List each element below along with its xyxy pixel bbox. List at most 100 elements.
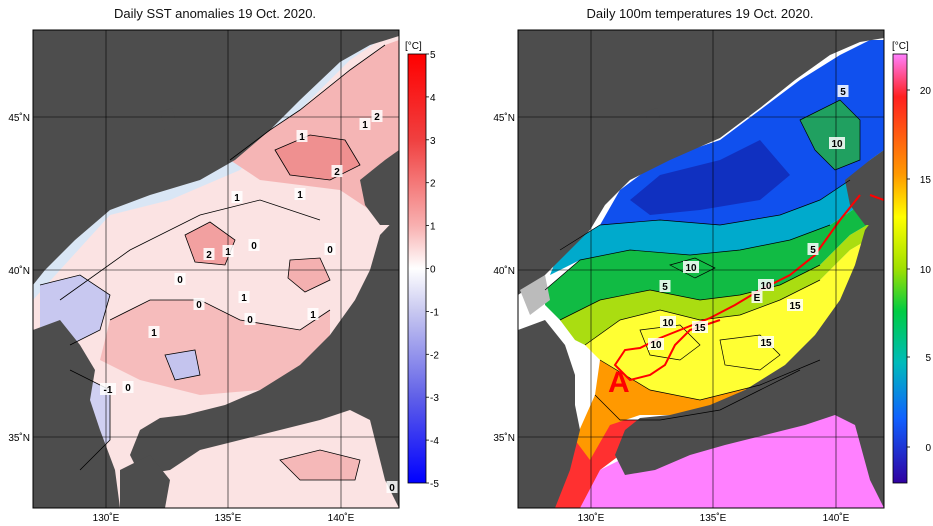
left-contour-label-bg xyxy=(359,118,371,130)
right-lon-label: 135˚E xyxy=(700,512,727,524)
right-contour-label-bg xyxy=(683,261,699,273)
left-land-asia xyxy=(33,30,399,285)
left-colorbar-label: 0 xyxy=(430,265,436,276)
right-contour-label-bg xyxy=(758,279,774,291)
right-contour-label: 10 xyxy=(831,139,843,150)
left-contour-label-bg xyxy=(174,273,186,285)
right-contour-label-bg xyxy=(692,321,708,333)
left-contour-label-bg xyxy=(371,110,383,122)
right-contour-label-bg xyxy=(807,243,819,255)
left-contour-label-bg xyxy=(244,313,256,325)
right-contour-label: E xyxy=(754,293,761,304)
left-negative-anomaly-center xyxy=(165,350,200,380)
left-land-sakhalin-island xyxy=(160,108,176,130)
left-contour-label-bg xyxy=(294,188,306,200)
right-lon-label: 140˚E xyxy=(823,512,850,524)
left-colorbar-label: -4 xyxy=(430,436,439,447)
right-colorbar-label: 20 xyxy=(920,86,932,97)
right-lat-label: 45˚N xyxy=(493,112,515,124)
left-colorbar-unit: [°C] xyxy=(405,41,422,52)
right-colorbar-label: 0 xyxy=(925,443,931,454)
left-contour-label: 1 xyxy=(151,328,157,339)
left-land-kyushu xyxy=(120,455,170,508)
left-contour-label-bg xyxy=(248,239,260,251)
left-colorbar-ticks: 5 4 3 2 1 0 -1 -2 -3 -4 -5 xyxy=(426,50,439,490)
right-land-korea xyxy=(518,320,580,508)
left-contours xyxy=(39,44,386,481)
left-lon-label: 135˚E xyxy=(215,512,242,524)
left-contour-label-bg xyxy=(203,248,215,260)
left-map-title: Daily SST anomalies 19 Oct. 2020. xyxy=(113,6,317,21)
left-contour-label-bg xyxy=(222,245,234,257)
left-contour-label-bg xyxy=(193,298,205,310)
right-green-zone xyxy=(545,195,884,320)
left-colorbar-label: -1 xyxy=(430,307,439,318)
left-contour-label-bg xyxy=(100,383,116,395)
right-lightgreen-zone xyxy=(560,215,884,345)
left-colorbar-label: 1 xyxy=(430,222,436,233)
left-axis-labels: 45˚N 40˚N 35˚N 130˚E 135˚E 140˚E xyxy=(8,112,354,524)
left-contour-label: 1 xyxy=(225,247,231,258)
right-colorbar xyxy=(892,53,908,484)
right-map-title: Daily 100m temperatures 19 Oct. 2020. xyxy=(586,6,814,21)
left-contour-label: 1 xyxy=(234,193,240,204)
left-contour-label: 1 xyxy=(299,132,305,143)
right-contour-label-bg xyxy=(648,338,664,350)
left-contour-label-bg xyxy=(122,381,134,393)
left-contour-label: 0 xyxy=(327,245,333,256)
right-deepblue-zone xyxy=(630,140,790,215)
left-contour-label: 0 xyxy=(389,483,395,494)
left-contour-label: 0 xyxy=(177,275,183,286)
right-contours xyxy=(544,99,861,421)
left-contour-label-bg xyxy=(148,326,160,338)
right-land-japan xyxy=(615,205,884,508)
right-contour-label: 10 xyxy=(662,318,674,329)
right-colorbar-unit: [°C] xyxy=(892,41,909,52)
left-contour-label: 1 xyxy=(310,310,316,321)
left-map-frame xyxy=(32,29,400,509)
right-land-sakhalin-island xyxy=(645,108,661,130)
left-colorbar-label: 2 xyxy=(430,179,436,190)
right-contour-label-bg xyxy=(751,291,763,303)
left-land-korea xyxy=(33,320,120,508)
left-contour-label: 2 xyxy=(334,167,340,178)
right-contour-label: 10 xyxy=(760,281,772,292)
left-lat-label: 35˚N xyxy=(8,432,30,444)
right-cyan-zone xyxy=(550,150,884,275)
left-contour-label: 1 xyxy=(362,120,368,131)
left-contour-label: 1 xyxy=(241,293,247,304)
left-contour-label-bg xyxy=(307,308,319,320)
right-contour-label: 5 xyxy=(810,245,816,256)
right-front-line-north xyxy=(869,194,884,201)
left-lat-label: 40˚N xyxy=(8,265,30,277)
left-colorbar-label: -3 xyxy=(430,393,439,404)
right-contour-label: 10 xyxy=(650,340,662,351)
left-contour-label: 2 xyxy=(374,112,380,123)
right-colorbar-ticks: 20 15 10 5 0 xyxy=(907,86,931,454)
left-colorbar-label: -2 xyxy=(430,350,439,361)
right-contour-label: 5 xyxy=(840,87,846,98)
left-map xyxy=(33,30,399,508)
right-contour-label-bg xyxy=(837,85,849,97)
right-contour-label-bg xyxy=(660,316,676,328)
left-colorbar-label: -5 xyxy=(430,479,439,490)
right-colorbar-label: 5 xyxy=(925,353,931,364)
left-lon-label: 140˚E xyxy=(328,512,355,524)
left-colorbar xyxy=(407,53,427,484)
left-contour-label: 2 xyxy=(206,250,212,261)
left-contour-label: 0 xyxy=(247,315,253,326)
left-lon-label: 130˚E xyxy=(93,512,120,524)
right-colorbar-label: 10 xyxy=(920,265,932,276)
left-colorbar-label: 5 xyxy=(430,50,436,61)
right-front-line xyxy=(613,194,861,382)
left-colorbar-label: 4 xyxy=(430,93,436,104)
left-contour-label-bg xyxy=(238,291,250,303)
left-colorbar-label: 3 xyxy=(430,136,436,147)
right-contour-label: 5 xyxy=(662,282,668,293)
left-graticule xyxy=(33,30,399,508)
left-positive-anomaly-east xyxy=(288,258,330,292)
right-land-hokkaido xyxy=(845,150,884,225)
left-positive-anomaly-north xyxy=(230,40,399,220)
